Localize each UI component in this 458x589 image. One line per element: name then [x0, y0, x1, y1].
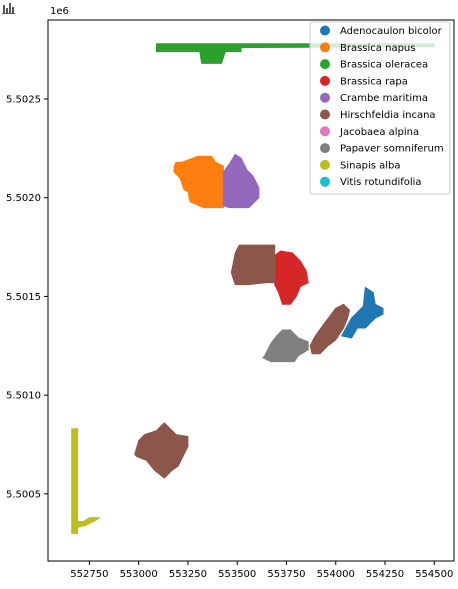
x-tick-label: 553750 — [267, 569, 305, 580]
region-hirschfeldia-incana-2 — [309, 303, 351, 355]
y-tick-label: 5.5020 — [6, 193, 41, 204]
region-hirschfeldia-incana — [230, 244, 276, 286]
legend-label-sinapis-alba: Sinapis alba — [340, 160, 401, 171]
legend-label-hirschfeldia-incana: Hirschfeldia incana — [340, 110, 436, 121]
legend-box — [309, 21, 451, 195]
legend-marker-vitis-rotundifolia — [320, 176, 330, 187]
legend-label-vitis-rotundifolia: Vitis rotundifolia — [340, 177, 422, 188]
legend-label-adenocaulon-bicolor: Adenocaulon bicolor — [340, 26, 443, 37]
legend-label-papaver-somniferum: Papaver somniferum — [340, 144, 444, 155]
region-brassica-rapa — [272, 250, 309, 305]
region-papaver-somniferum — [261, 329, 309, 363]
x-tick-label: 554250 — [366, 569, 404, 580]
bar-chart-icon[interactable] — [2, 3, 15, 14]
x-tick-label: 553250 — [169, 569, 207, 580]
region-sinapis-alba — [71, 428, 101, 534]
legend-label-crambe-maritima: Crambe maritima — [340, 93, 428, 104]
legend-marker-brassica-rapa — [320, 75, 330, 86]
legend-marker-papaver-somniferum — [320, 143, 330, 154]
legend-label-brassica-napus: Brassica napus — [340, 43, 415, 54]
y-axis-offset-label: 1e6 — [50, 6, 69, 17]
legend-marker-sinapis-alba — [320, 159, 330, 170]
region-crambe-maritima — [222, 153, 260, 209]
x-tick-label: 554000 — [317, 569, 355, 580]
legend-label-brassica-oleracea: Brassica oleracea — [340, 60, 428, 71]
legend-marker-brassica-oleracea — [320, 59, 330, 70]
region-brassica-napus — [173, 155, 224, 209]
region-adenocaulon-bicolor — [340, 286, 384, 339]
y-tick-label: 5.5015 — [6, 292, 41, 303]
y-tick-label: 5.5025 — [6, 94, 41, 105]
axes-frame — [47, 19, 455, 562]
legend: Adenocaulon bicolor Brassica napus Brassic… — [309, 21, 451, 195]
x-tick-label: 552750 — [70, 569, 108, 580]
y-axis: 5.5005 5.5010 5.5015 5.5020 5.5025 — [6, 94, 48, 500]
y-tick-label: 5.5010 — [6, 391, 41, 402]
legend-marker-adenocaulon-bicolor — [320, 25, 330, 36]
legend-marker-crambe-maritima — [320, 92, 330, 103]
legend-marker-jacobaea-alpina — [320, 126, 330, 137]
x-axis: 552750 553000 553250 553500 553750 554000 5542… — [70, 561, 453, 580]
legend-marker-brassica-napus — [320, 42, 330, 53]
legend-label-jacobaea-alpina: Jacobaea alpina — [339, 127, 419, 138]
y-tick-label: 5.5005 — [6, 489, 41, 500]
x-tick-label: 553000 — [120, 569, 158, 580]
plot-area — [71, 43, 435, 534]
x-tick-label: 553500 — [218, 569, 256, 580]
x-tick-label: 554500 — [415, 569, 453, 580]
region-hirschfeldia-incana-1 — [134, 422, 189, 479]
legend-marker-hirschfeldia-incana — [320, 109, 330, 120]
legend-label-brassica-rapa: Brassica rapa — [340, 76, 408, 87]
